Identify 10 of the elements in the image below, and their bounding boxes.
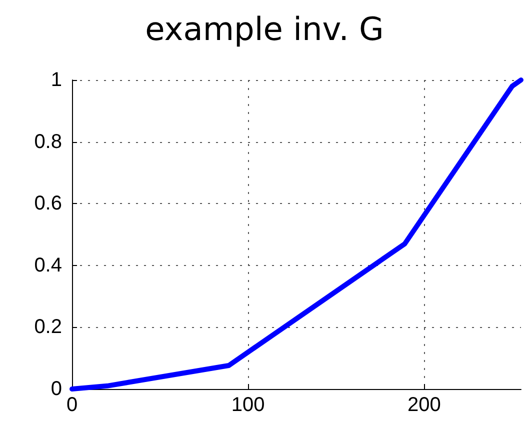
y-tick-label: 0.6 — [34, 192, 62, 215]
chart-title: example inv. G — [145, 10, 384, 48]
y-tick-label: 0.8 — [34, 130, 62, 153]
y-tick-label: 1 — [50, 69, 62, 91]
y-tick-label: 0.4 — [34, 254, 62, 276]
y-tick-label: 0.2 — [34, 316, 62, 338]
x-tick-label: 200 — [407, 394, 441, 416]
x-tick-label: 100 — [231, 394, 265, 416]
x-tick-label: 0 — [66, 394, 78, 416]
y-tick-label: 0 — [50, 378, 62, 400]
